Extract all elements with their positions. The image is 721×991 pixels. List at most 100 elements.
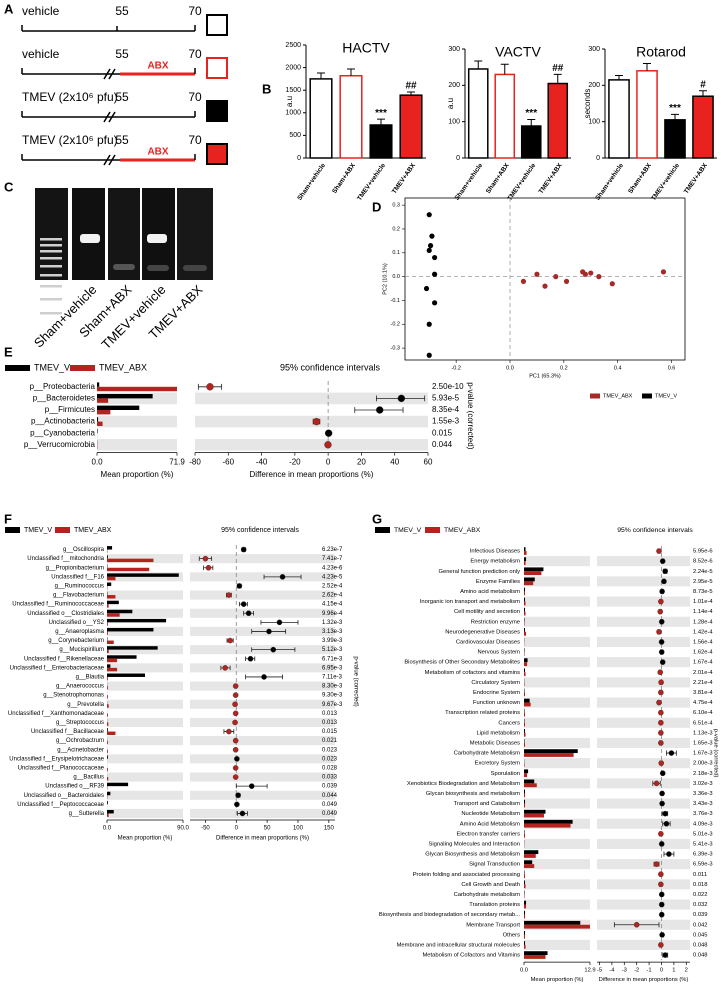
p-value-label: 3.43e-3	[693, 801, 713, 807]
difference-point	[202, 555, 209, 562]
mean-bar	[97, 421, 103, 427]
chart-title: 95% confidence intervals	[221, 527, 299, 534]
row-shading	[524, 697, 590, 708]
row-shading	[597, 859, 690, 870]
y-tick-label: 0.0	[392, 274, 400, 280]
difference-point	[222, 665, 228, 671]
category-label: Unclassified f__F16	[51, 574, 104, 580]
mean-bar	[524, 941, 526, 945]
p-value-label: 5.93e-5	[432, 394, 460, 403]
p-value-label: 0.018	[693, 882, 708, 888]
legend-label: TMEV_ABX	[99, 362, 147, 372]
x-tick-label: -2	[634, 967, 639, 973]
p-value-label: 0.044	[322, 793, 338, 799]
mean-bar	[524, 621, 525, 626]
x-tick-label: TMEV+ABX	[538, 162, 565, 196]
ladder-band	[40, 274, 62, 277]
p-value-label: 8.52e-6	[693, 559, 713, 565]
bar	[520, 125, 542, 159]
x-tick-label: Sham+vehicle	[594, 162, 625, 202]
difference-point	[232, 683, 239, 689]
y-tick-label: 0.3	[392, 203, 400, 209]
category-label: g__Ruminococcus	[55, 584, 104, 590]
x-axis-label: Mean proportion (%)	[531, 977, 584, 983]
mean-bar	[524, 769, 529, 774]
category-label: Excretory System	[475, 761, 521, 767]
ladder-band	[40, 298, 62, 301]
category-label: Unclassified o__RF39	[45, 784, 104, 790]
p-value-label: 1.01e-4	[693, 599, 713, 605]
difference-point	[245, 610, 252, 617]
data-point	[582, 271, 588, 277]
mean-bar	[524, 692, 526, 697]
error-bar	[347, 68, 355, 76]
mean-bar	[524, 884, 526, 889]
p-value-label: 2.52e-4	[322, 584, 343, 590]
mean-bar	[107, 558, 154, 563]
mean-bar	[524, 577, 535, 582]
mean-bar	[524, 914, 526, 919]
mean-bar	[97, 417, 99, 422]
p-value-label: 9.96e-4	[322, 611, 343, 617]
mean-bar	[97, 410, 111, 415]
category-label: Xenobiotics Biodegradation and Metabolis…	[407, 781, 520, 787]
row-shading	[597, 697, 690, 708]
legend-label: TMEV_ABX	[444, 527, 481, 534]
p-value-label: 0.013	[322, 711, 338, 717]
p-value-label: 0.039	[693, 912, 708, 918]
x-tick-label: 0	[235, 826, 239, 832]
x-tick-label: TMEV+vehicle	[650, 162, 681, 202]
row-shading	[597, 616, 690, 627]
data-point	[542, 283, 548, 289]
p-value-label: 0.022	[693, 892, 708, 898]
p-value-label: 1.14e-4	[693, 609, 713, 615]
mean-bar	[524, 557, 527, 562]
y-axis-label: PC2 (10.1%)	[382, 263, 388, 295]
category-label: Unclassified f__Bacillaceae	[31, 729, 105, 735]
ladder-band	[40, 244, 62, 247]
x-tick-label: Sham+ABX	[331, 162, 357, 195]
difference-point	[658, 598, 664, 605]
mean-bar	[524, 732, 526, 737]
legend-swatch	[55, 527, 70, 533]
mean-bar	[524, 793, 526, 798]
mean-bar	[107, 731, 116, 736]
legend-swatch	[642, 393, 652, 399]
mean-bar	[524, 648, 525, 653]
p-value-label: 1.28e-4	[693, 619, 713, 625]
p-value-label: 6.95e-3	[322, 665, 343, 671]
ladder-band	[40, 238, 62, 241]
category-label: Unclassified o__Clostridiales	[27, 611, 104, 617]
y-tick-label: -0.1	[391, 298, 400, 304]
mean-bar	[524, 682, 525, 687]
data-point	[609, 281, 615, 287]
mean-bar	[524, 799, 526, 804]
category-label: g__Corynebacterium	[48, 638, 104, 644]
p-value-label: 0.015	[432, 428, 453, 437]
mean-bar	[107, 777, 109, 781]
p-value-label: 1.55e-3	[432, 417, 460, 426]
row-shading	[190, 663, 335, 673]
mean-bar	[97, 428, 98, 434]
data-point	[426, 321, 432, 327]
x-tick-label: -5	[597, 967, 602, 973]
row-shading	[524, 596, 590, 607]
p-value-label: 0.021	[322, 738, 338, 744]
difference-point	[658, 942, 664, 948]
mean-bar	[524, 955, 546, 959]
y-tick-label: -0.2	[391, 322, 400, 328]
mean-bar	[524, 581, 534, 586]
mean-bar	[524, 874, 526, 879]
category-label: p__Verrucomicrobia	[24, 440, 96, 449]
difference-point	[232, 719, 238, 726]
row-shading	[524, 859, 590, 870]
mean-bar	[107, 567, 150, 572]
mean-bar	[107, 695, 108, 699]
row-shading	[597, 596, 690, 607]
row-shading	[597, 939, 690, 950]
x-tick-label: 1	[672, 967, 675, 973]
difference-point	[312, 417, 321, 426]
data-point	[429, 233, 435, 239]
row-shading	[190, 554, 335, 564]
category-label: Lipid metabolism	[477, 730, 521, 736]
